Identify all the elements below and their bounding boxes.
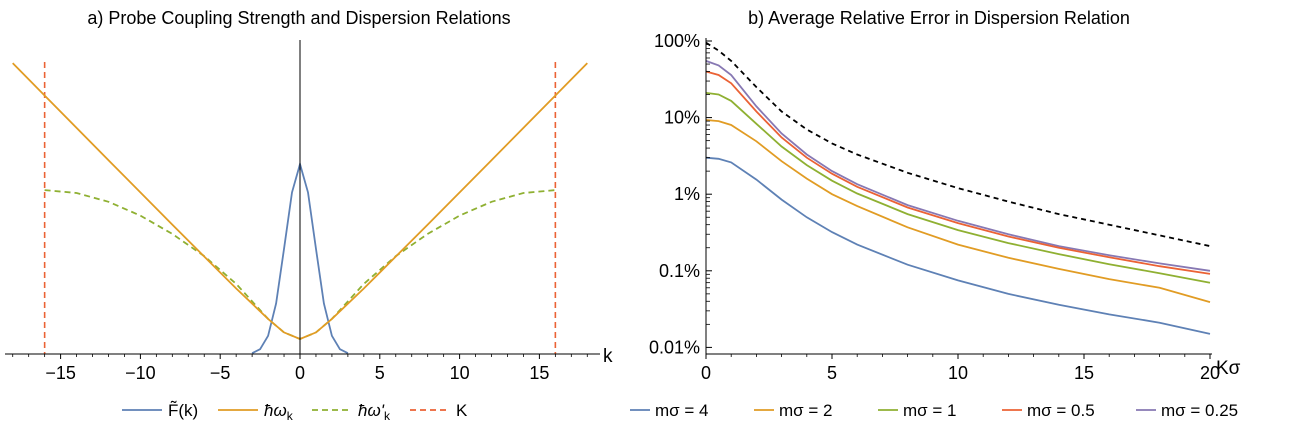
x-tick-label: 10 bbox=[450, 363, 470, 383]
panel-b: b) Average Relative Error in Dispersion … bbox=[630, 8, 1241, 420]
y-tick-label: 10% bbox=[664, 108, 700, 128]
x-tick-label: 15 bbox=[1074, 363, 1094, 383]
series-bound bbox=[705, 41, 1211, 247]
x-tick-label: 5 bbox=[375, 363, 385, 383]
panel-b-x-axis-label: Kσ bbox=[1216, 358, 1241, 379]
legend-label: mσ = 0.25 bbox=[1161, 401, 1238, 420]
series-m-1 bbox=[705, 92, 1211, 284]
panel-b-title: b) Average Relative Error in Dispersion … bbox=[748, 8, 1130, 28]
series-m-2 bbox=[705, 119, 1211, 303]
series-m-0.25 bbox=[705, 60, 1211, 272]
panel-a-x-axis-label: k bbox=[603, 346, 613, 367]
y-tick-label: 100% bbox=[654, 31, 700, 51]
legend-label-omega-prime: ħω'k bbox=[358, 401, 391, 423]
legend-label: mσ = 2 bbox=[779, 401, 832, 420]
legend-label: mσ = 0.5 bbox=[1027, 401, 1095, 420]
panel-b-x-ticks: 0 5 10 15 20 bbox=[701, 354, 1220, 383]
panel-b-plot-area bbox=[705, 41, 1211, 335]
legend-label-cutoff: K bbox=[456, 401, 468, 420]
legend-label: mσ = 4 bbox=[655, 401, 708, 420]
panel-a-legend: F̃(k) ħωk ħω'k K bbox=[122, 400, 468, 423]
legend-label: mσ = 1 bbox=[903, 401, 956, 420]
panel-a: a) Probe Coupling Strength and Dispersio… bbox=[5, 8, 613, 423]
series-m-0.5 bbox=[705, 70, 1211, 275]
panel-b-legend: mσ = 4 mσ = 2 mσ = 1 mσ = 0.5 mσ = 0.25 bbox=[630, 401, 1238, 420]
panel-b-y-ticks: 100% 10% 1% 0.1% 0.01% bbox=[649, 31, 712, 357]
y-tick-label: 1% bbox=[674, 184, 700, 204]
y-tick-label: 0.01% bbox=[649, 337, 700, 357]
legend-label-omega: ħωk bbox=[264, 401, 294, 423]
x-tick-label: −15 bbox=[45, 363, 76, 383]
x-tick-label: 20 bbox=[1200, 363, 1220, 383]
panel-a-title: a) Probe Coupling Strength and Dispersio… bbox=[87, 8, 510, 28]
x-tick-label: 0 bbox=[295, 363, 305, 383]
x-tick-label: 5 bbox=[827, 363, 837, 383]
panel-a-x-ticks: −15 −10 −5 0 5 10 15 bbox=[12, 354, 588, 383]
y-tick-label: 0.1% bbox=[659, 261, 700, 281]
x-tick-label: 15 bbox=[529, 363, 549, 383]
x-tick-label: 10 bbox=[948, 363, 968, 383]
x-tick-label: 0 bbox=[701, 363, 711, 383]
legend-label-coupling: F̃(k) bbox=[168, 400, 198, 420]
x-tick-label: −5 bbox=[210, 363, 231, 383]
x-tick-label: −10 bbox=[125, 363, 156, 383]
series-m-4 bbox=[705, 156, 1211, 335]
